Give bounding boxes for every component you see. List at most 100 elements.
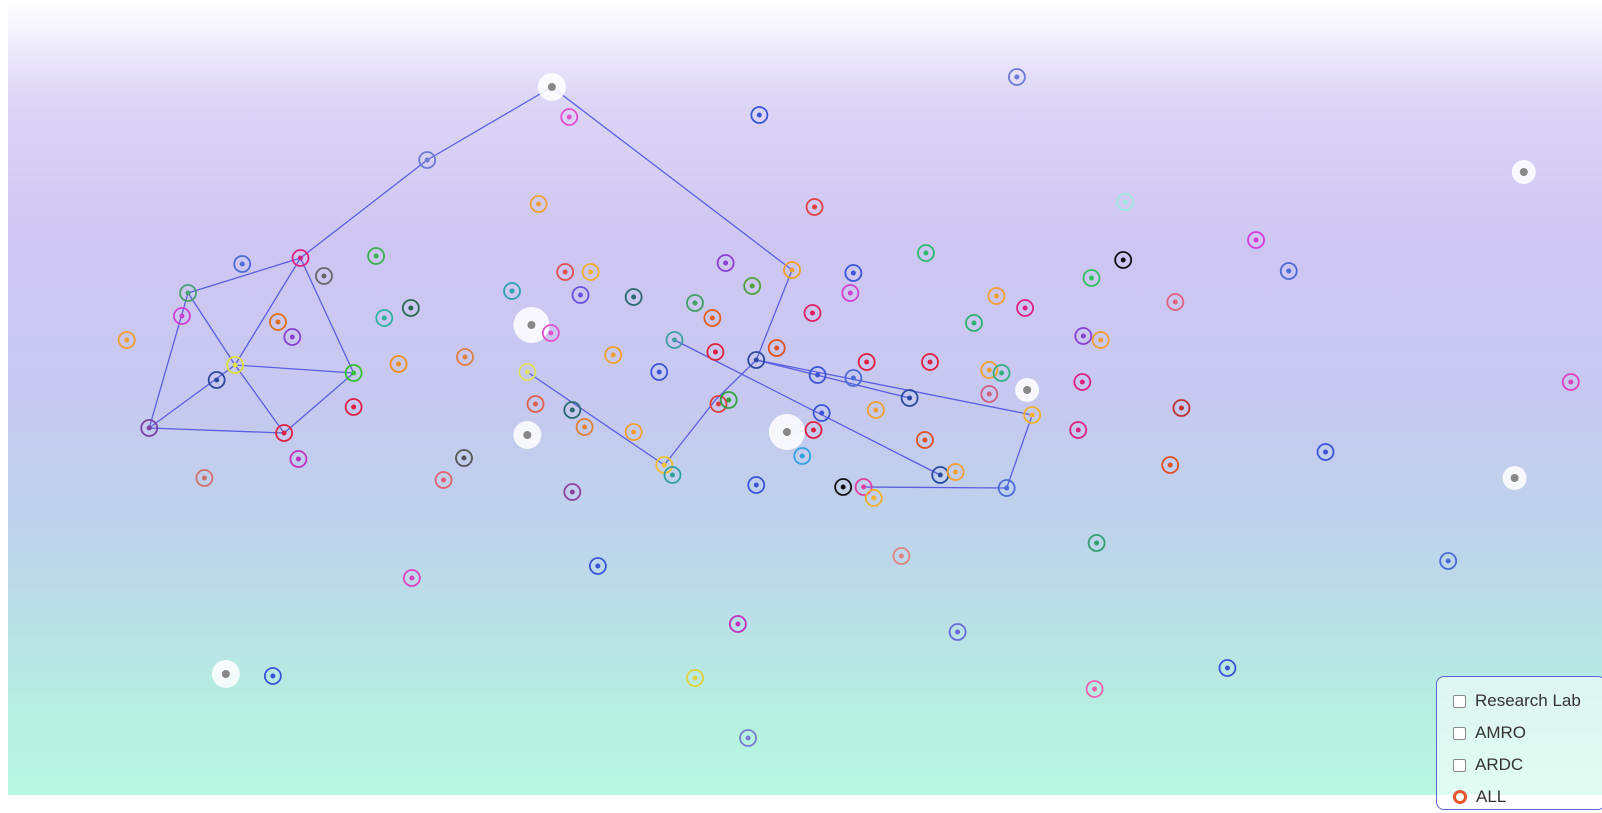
- node-icon-center: [595, 564, 600, 569]
- checkbox[interactable]: [1453, 695, 1466, 708]
- node-icon-center: [1023, 306, 1028, 311]
- node-icon-center: [1123, 200, 1128, 205]
- node-icon-center: [548, 331, 553, 336]
- node-icon-center: [871, 496, 876, 501]
- node-icon-center: [851, 376, 856, 381]
- filter-option[interactable]: AMRO: [1453, 717, 1602, 749]
- node-dot: [527, 321, 535, 329]
- node-dot: [1520, 168, 1528, 176]
- node-dot: [222, 670, 230, 678]
- node-icon-center: [570, 490, 575, 495]
- edge: [235, 365, 284, 433]
- edge: [149, 428, 284, 433]
- node-icon-center: [536, 202, 541, 207]
- node-icon-center: [1030, 413, 1035, 418]
- node-icon-center: [790, 268, 795, 273]
- edge: [552, 87, 792, 270]
- node-icon-center: [1089, 276, 1094, 281]
- node-icon-center: [746, 736, 751, 741]
- filter-option[interactable]: ARDC: [1453, 749, 1602, 781]
- node-icon-center: [1080, 380, 1085, 385]
- node-icon-center: [463, 355, 468, 360]
- node-icon-center: [186, 291, 191, 296]
- node-icon-center: [938, 473, 943, 478]
- node-icon-center: [928, 360, 933, 365]
- node-icon-center: [1076, 428, 1081, 433]
- node-icon-center: [351, 405, 356, 410]
- node-icon-center: [588, 270, 593, 275]
- edge: [300, 258, 353, 373]
- node-icon-center: [1168, 463, 1173, 468]
- node-icon-center: [1098, 338, 1103, 343]
- edge: [527, 372, 664, 465]
- node-icon-center: [819, 411, 824, 416]
- node-icon-center: [441, 478, 446, 483]
- node-icon-center: [800, 454, 805, 459]
- node-icon-center: [1286, 269, 1291, 274]
- node-icon-center: [351, 371, 356, 376]
- node-icon-center: [994, 294, 999, 299]
- node-icon-center: [999, 371, 1004, 376]
- node-icon-center: [525, 370, 530, 375]
- network-graph: [8, 0, 1602, 795]
- node-icon-center: [811, 428, 816, 433]
- node-icon-center: [735, 622, 740, 627]
- filter-panel: Research Lab AMRO ARDC ALL: [1436, 676, 1602, 810]
- node-dot: [523, 431, 531, 439]
- node-dot: [548, 83, 556, 91]
- node-icon-center: [971, 321, 976, 326]
- node-dot: [783, 428, 791, 436]
- edge: [300, 160, 427, 258]
- node-icon-center: [582, 425, 587, 430]
- edge: [235, 258, 300, 365]
- node-icon-center: [409, 576, 414, 581]
- node-icon-center: [374, 254, 379, 259]
- node-icon-center: [425, 158, 430, 163]
- checkbox[interactable]: [1453, 727, 1466, 740]
- node-icon-center: [408, 306, 413, 311]
- node-icon-center: [1094, 541, 1099, 546]
- node-icon-center: [723, 261, 728, 266]
- node-icon-center: [1254, 238, 1259, 243]
- filter-label: ALL: [1476, 787, 1506, 807]
- node-icon-center: [321, 274, 326, 279]
- edge: [1007, 415, 1033, 488]
- node-icon-center: [670, 473, 675, 478]
- node-icon-center: [987, 368, 992, 373]
- edge: [188, 293, 235, 365]
- node-icon-center: [282, 431, 287, 436]
- edge: [149, 293, 188, 428]
- edge: [427, 87, 552, 160]
- node-icon-center: [1004, 486, 1009, 491]
- node-icon-center: [631, 295, 636, 300]
- node-icon-center: [240, 262, 245, 267]
- node-icon-center: [754, 483, 759, 488]
- checkbox[interactable]: [1453, 759, 1466, 772]
- node-icon-center: [1323, 450, 1328, 455]
- edge: [756, 270, 792, 360]
- node-icon-center: [1081, 334, 1086, 339]
- node-icon-center: [298, 256, 303, 261]
- node-icon-center: [570, 408, 575, 413]
- node-icon-center: [296, 457, 301, 462]
- node-icon-center: [1225, 666, 1230, 671]
- node-icon-center: [657, 370, 662, 375]
- node-icon-center: [1092, 687, 1097, 692]
- node-icon-center: [710, 316, 715, 321]
- node-icon-center: [270, 674, 275, 679]
- node-icon-center: [726, 398, 731, 403]
- filter-all[interactable]: ALL: [1453, 781, 1602, 813]
- node-icon-center: [851, 271, 856, 276]
- node-icon-center: [815, 373, 820, 378]
- node-icon-center: [461, 456, 466, 461]
- node-icon-center: [611, 353, 616, 358]
- node-icon-center: [214, 378, 219, 383]
- radio[interactable]: [1453, 790, 1467, 804]
- node-icon-center: [848, 291, 853, 296]
- node-icon-center: [812, 205, 817, 210]
- node-icon-center: [841, 485, 846, 490]
- node-icon-center: [1446, 559, 1451, 564]
- node-icon-center: [987, 392, 992, 397]
- edge: [284, 373, 353, 433]
- filter-option[interactable]: Research Lab: [1453, 685, 1602, 717]
